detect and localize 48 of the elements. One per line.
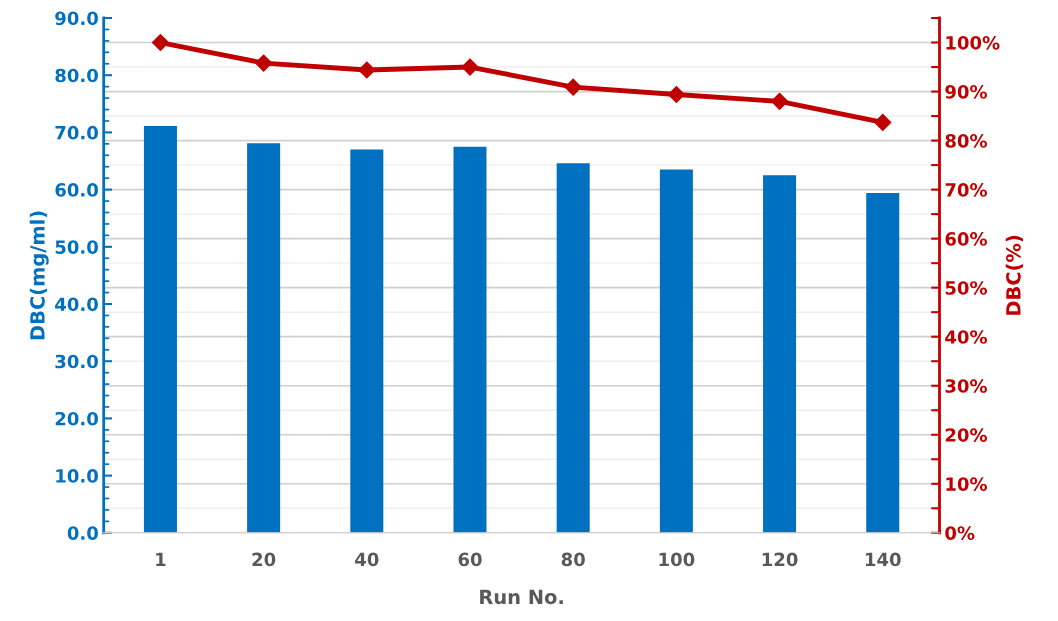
y2-tick-label: 10% <box>946 477 988 491</box>
point <box>358 61 376 79</box>
x-tick-label: 20 <box>252 552 276 567</box>
y2-tick-label: 20% <box>945 428 988 442</box>
bar <box>350 149 384 533</box>
y-tick-label: 0.0 <box>67 526 98 540</box>
y-tick-label: 20.0 <box>55 411 98 426</box>
point <box>461 58 479 76</box>
bar <box>143 126 177 533</box>
bar <box>659 169 693 533</box>
point <box>874 113 892 131</box>
bar <box>556 163 590 533</box>
y-tick-label: 40.0 <box>55 297 98 312</box>
x-tick-label: 100 <box>659 552 695 567</box>
y2-axis-title: DBC(%) <box>1005 235 1024 315</box>
x-tick-label: 1 <box>156 552 166 566</box>
y2-tick-label: 90% <box>945 85 988 99</box>
x-tick-label: 80 <box>561 552 585 567</box>
y2-tick-label: 40% <box>945 330 988 344</box>
y2-tick-label: 50% <box>945 281 988 295</box>
x-axis-title: Run No. <box>480 589 563 605</box>
point <box>771 92 789 110</box>
point <box>564 78 582 96</box>
y-tick-label: 90.0 <box>55 11 98 26</box>
x-tick-label: 40 <box>355 552 379 567</box>
x-tick-label: 140 <box>865 552 901 567</box>
y-tick-label: 30.0 <box>55 354 98 369</box>
y2-tick-label: 80% <box>945 134 988 148</box>
y2-tick-label: 70% <box>945 183 988 197</box>
y-tick-label: 80.0 <box>55 68 98 83</box>
y2-tick-label: 60% <box>945 232 988 246</box>
y-tick-label: 50.0 <box>55 240 98 254</box>
point <box>667 85 685 104</box>
y2-tick-label: 100% <box>946 35 1000 50</box>
x-tick-label: 120 <box>762 552 798 567</box>
point <box>151 33 169 52</box>
y2-tick-label: 30% <box>945 379 988 393</box>
bar <box>763 175 797 533</box>
bar <box>453 146 487 533</box>
point <box>255 54 273 72</box>
y-tick-label: 70.0 <box>55 125 98 140</box>
y-axis-title: DBC(mg/ml) <box>29 211 49 340</box>
bar <box>247 143 281 533</box>
x-tick-label: 60 <box>458 552 482 567</box>
y-tick-label: 60.0 <box>55 183 98 197</box>
bar <box>866 193 900 533</box>
y2-tick-label: 0% <box>945 526 975 540</box>
y-tick-label: 10.0 <box>56 469 98 483</box>
